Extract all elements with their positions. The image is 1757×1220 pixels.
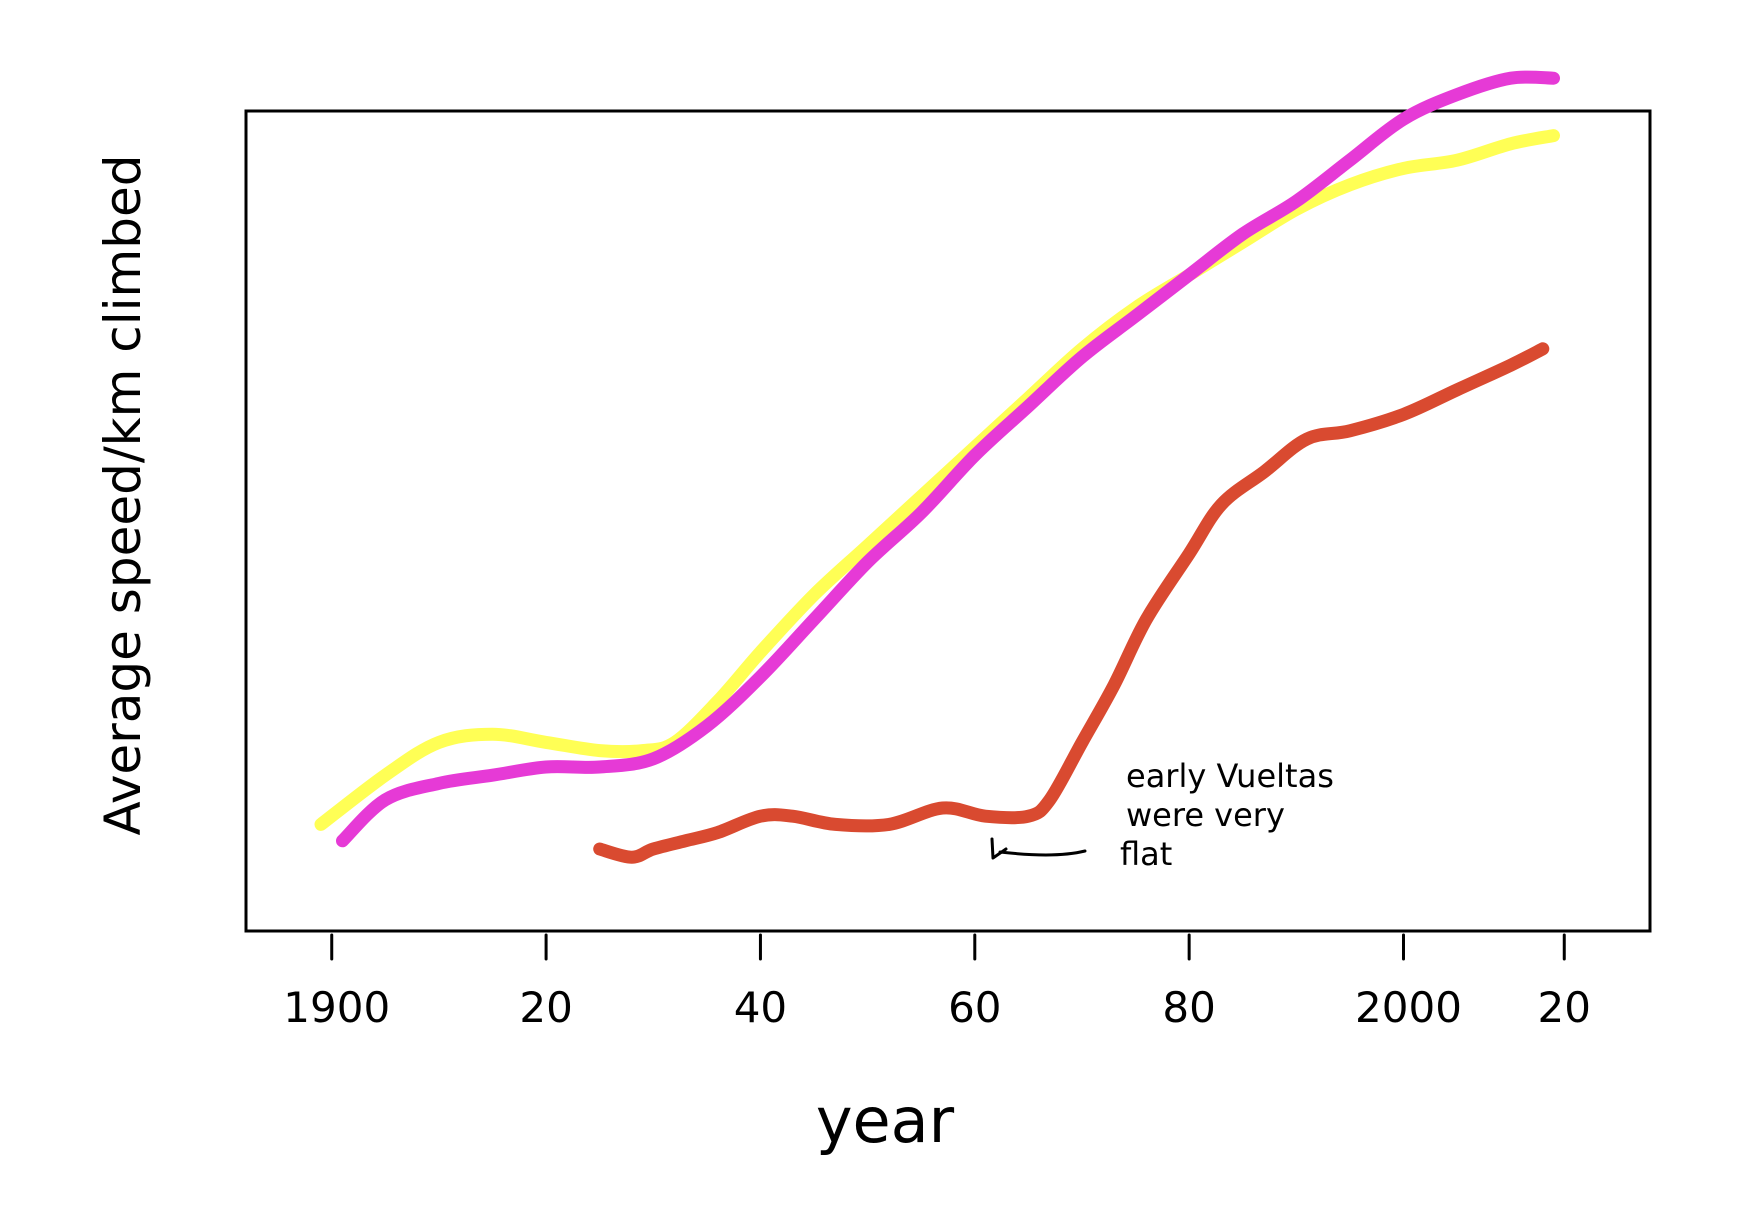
annotation-layer: early Vueltas were very flat [990,757,1334,873]
x-tick-label-5: 80 [1162,983,1215,1032]
x-axis-ticks: 1900 20 40 60 80 2000 20 [283,933,1591,1032]
x-tick-label-3: 40 [734,983,787,1032]
y-axis-label: Average speed/km climbed [94,155,152,836]
series-line-3 [593,342,1550,864]
x-tick-label-4: 60 [948,983,1001,1032]
annotation-line-2: were very [1126,796,1285,834]
annotation-line-1: early Vueltas [1126,757,1334,795]
series-line-1 [314,129,1560,831]
plot-frame [244,109,1652,933]
series-line-2 [336,70,1560,848]
x-tick-label-6: 2000 [1355,983,1462,1032]
x-tick-label-1: 1900 [283,983,390,1032]
annotation-arrow [998,849,1087,857]
series-layer [314,70,1560,864]
x-tick-label-7: 20 [1538,983,1591,1032]
annotation-line-3: flat [1120,835,1172,873]
annotation-arrowhead [990,837,1008,860]
x-tick-label-2: 20 [519,983,572,1032]
x-axis-label: year [816,1084,955,1157]
